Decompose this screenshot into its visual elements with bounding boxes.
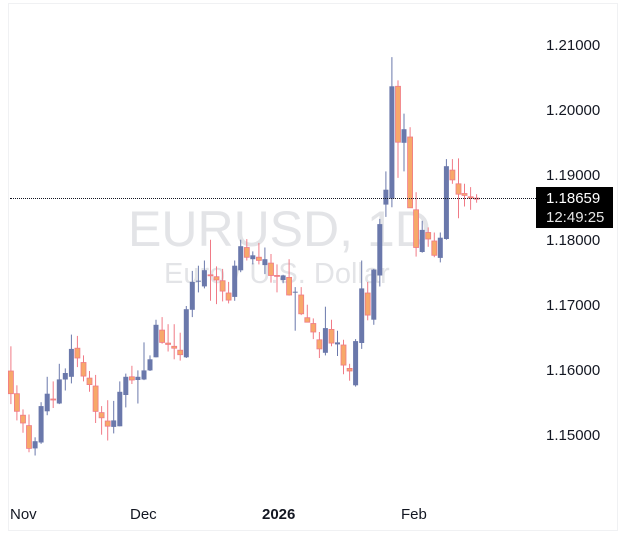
candle-down bbox=[255, 242, 262, 265]
candle-down bbox=[449, 159, 456, 184]
candle-up bbox=[183, 306, 189, 358]
candle-up bbox=[68, 334, 74, 384]
candle-down bbox=[213, 266, 220, 305]
candle-up bbox=[123, 373, 129, 408]
candle-up bbox=[437, 232, 443, 263]
candle-down bbox=[13, 385, 20, 421]
candle-up bbox=[38, 402, 44, 444]
candle-up bbox=[359, 260, 365, 349]
candle-up bbox=[147, 355, 153, 371]
candle-up bbox=[262, 247, 268, 275]
candle-up bbox=[238, 239, 244, 273]
candle-down bbox=[425, 227, 432, 247]
y-tick: 1.21000 bbox=[546, 37, 601, 54]
candle-down bbox=[407, 127, 414, 209]
candle-down bbox=[304, 304, 311, 323]
candle-up bbox=[201, 260, 207, 289]
candle-up bbox=[371, 268, 377, 325]
candle-down bbox=[268, 254, 274, 283]
y-tick: 1.15000 bbox=[546, 427, 601, 444]
candle-down bbox=[104, 400, 111, 441]
y-tick: 1.19000 bbox=[546, 167, 601, 184]
candle-up bbox=[443, 159, 449, 240]
candle-up bbox=[117, 381, 123, 427]
y-tick: 1.16000 bbox=[546, 362, 601, 379]
candle-down bbox=[395, 80, 401, 178]
candle-up bbox=[232, 260, 238, 301]
candle-up bbox=[195, 265, 201, 293]
candle-up bbox=[44, 376, 50, 416]
candle-down bbox=[26, 414, 32, 453]
candle-up bbox=[153, 319, 159, 358]
candle-up bbox=[32, 437, 38, 456]
candle-down bbox=[20, 409, 26, 433]
candle-up bbox=[419, 220, 425, 253]
candle-up bbox=[56, 363, 62, 405]
candle-up bbox=[383, 171, 389, 217]
candle-down bbox=[98, 406, 105, 435]
candle-down bbox=[340, 339, 347, 375]
candle-down bbox=[219, 268, 226, 302]
candle-down bbox=[165, 324, 172, 352]
x-tick: 2026 bbox=[262, 506, 296, 523]
candle-down bbox=[50, 381, 57, 408]
candle-down bbox=[431, 232, 438, 258]
candle-up bbox=[335, 330, 340, 356]
candle-up bbox=[135, 370, 141, 404]
candle-up bbox=[111, 400, 117, 434]
candle-down bbox=[207, 239, 214, 301]
candle-down bbox=[92, 374, 99, 423]
x-tick: Feb bbox=[401, 506, 427, 523]
candle-up bbox=[389, 57, 395, 208]
candle-down bbox=[455, 158, 462, 219]
candle-up bbox=[280, 274, 286, 284]
candle-down bbox=[286, 259, 293, 296]
candle-up bbox=[141, 342, 147, 381]
candle-down bbox=[225, 281, 232, 304]
candle-down bbox=[171, 324, 178, 360]
current-price-line bbox=[10, 198, 536, 199]
chart-frame bbox=[8, 3, 618, 531]
candle-down bbox=[274, 264, 280, 293]
x-tick: Nov bbox=[10, 506, 37, 523]
candle-down bbox=[74, 335, 81, 368]
candle-down bbox=[177, 332, 184, 361]
bar-countdown: 12:49:25 bbox=[546, 209, 605, 226]
candle-up bbox=[250, 251, 256, 265]
candle-up bbox=[189, 270, 195, 318]
candle-down bbox=[413, 192, 420, 257]
candle-down bbox=[7, 346, 14, 405]
candle-up bbox=[353, 339, 359, 387]
candle-up bbox=[322, 306, 328, 356]
candle-up bbox=[292, 287, 298, 331]
candle-down bbox=[461, 183, 468, 207]
y-tick: 1.18000 bbox=[546, 232, 601, 249]
y-tick: 1.17000 bbox=[546, 297, 601, 314]
candle-down bbox=[159, 317, 166, 344]
candle-up bbox=[401, 113, 407, 172]
candle-down bbox=[128, 365, 135, 384]
candle-down bbox=[86, 371, 93, 392]
candle-up bbox=[377, 218, 383, 287]
candle-down bbox=[364, 281, 371, 321]
candle-down bbox=[80, 355, 87, 382]
x-tick: Dec bbox=[130, 506, 157, 523]
candle-down bbox=[346, 363, 353, 381]
candle-down bbox=[328, 319, 335, 347]
candle-down bbox=[310, 318, 317, 340]
y-tick: 1.20000 bbox=[546, 102, 601, 119]
current-price-label: 1.18659 12:49:25 bbox=[536, 187, 613, 228]
current-price: 1.18659 bbox=[546, 190, 601, 207]
candle-down bbox=[243, 239, 250, 261]
candle-down bbox=[298, 287, 305, 316]
candle-down bbox=[316, 332, 323, 358]
candle-up bbox=[62, 368, 68, 391]
